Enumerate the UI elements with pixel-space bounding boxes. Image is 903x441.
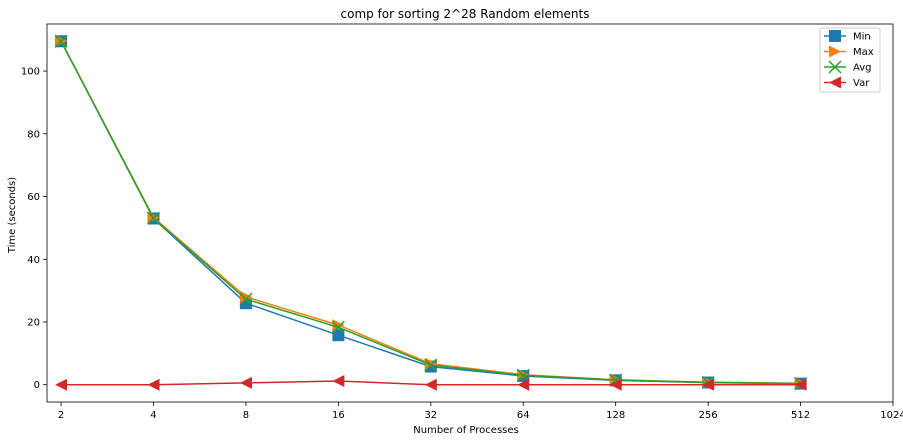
y-tick-label: 100 <box>21 67 40 78</box>
legend-label-avg: Avg <box>853 63 872 74</box>
legend-marker-avg <box>828 60 842 74</box>
data-point-avg <box>516 368 530 382</box>
chart-title: comp for sorting 2^28 Random elements <box>341 7 590 21</box>
series-line-min <box>60 40 801 385</box>
series-max <box>55 34 807 390</box>
y-axis-label: Time (seconds) <box>7 177 18 254</box>
legend-marker-max <box>829 45 841 58</box>
data-point-var <box>147 378 160 391</box>
series-line-max <box>60 40 801 385</box>
y-tick-label: 20 <box>27 318 40 329</box>
legend-item-var: Var <box>824 76 870 89</box>
y-tick-label: 80 <box>27 129 40 140</box>
data-point-max <box>424 357 437 370</box>
data-point-avg <box>331 320 345 334</box>
legend-label-var: Var <box>853 78 870 89</box>
data-point-avg <box>146 211 161 225</box>
data-point-var <box>332 374 345 387</box>
data-point-var <box>517 378 530 391</box>
legend-marker-var <box>829 76 841 89</box>
legend-frame <box>819 27 881 93</box>
data-point-var <box>794 378 807 391</box>
series-line-avg <box>60 40 801 385</box>
legend: Min Max Avg Var <box>819 27 881 93</box>
legend-item-min: Min <box>824 30 871 43</box>
plot-area <box>46 23 894 403</box>
legend-label-max: Max <box>853 47 874 58</box>
x-tick-label: 32 <box>424 410 437 421</box>
x-tick-label: 2 <box>58 410 64 421</box>
x-tick-label: 128 <box>606 410 625 421</box>
series-avg <box>54 34 808 391</box>
data-point-avg <box>239 292 253 306</box>
series-var <box>55 374 807 391</box>
series-layer <box>54 34 808 391</box>
x-tick-label: 1024 <box>880 410 903 421</box>
x-tick-label: 16 <box>332 410 345 421</box>
legend-item-avg: Avg <box>824 60 872 74</box>
data-point-max <box>239 290 252 303</box>
data-point-avg <box>424 358 438 372</box>
data-point-var <box>609 378 622 391</box>
data-point-min <box>332 329 345 342</box>
legend-label-min: Min <box>853 32 871 43</box>
x-axis: 2 4 8 16 32 64 128 256 512 1024 <box>58 402 903 421</box>
data-point-var <box>424 378 437 391</box>
data-point-avg <box>54 34 68 48</box>
data-point-var <box>239 376 252 389</box>
x-tick-label: 256 <box>699 410 718 421</box>
legend-item-max: Max <box>824 45 874 58</box>
x-tick-label: 64 <box>517 410 530 421</box>
data-point-var <box>55 378 68 391</box>
data-point-max <box>332 319 345 332</box>
legend-marker-min <box>829 30 841 42</box>
y-tick-label: 0 <box>34 380 40 391</box>
x-tick-label: 4 <box>150 410 156 421</box>
data-point-var <box>702 378 715 391</box>
x-tick-label: 8 <box>243 410 249 421</box>
y-axis: 0 20 40 60 80 100 <box>21 67 47 391</box>
x-axis-label: Number of Processes <box>413 425 518 436</box>
x-tick-label: 512 <box>791 410 810 421</box>
y-tick-label: 40 <box>27 255 40 266</box>
series-min <box>55 35 807 390</box>
y-tick-label: 60 <box>27 192 40 203</box>
